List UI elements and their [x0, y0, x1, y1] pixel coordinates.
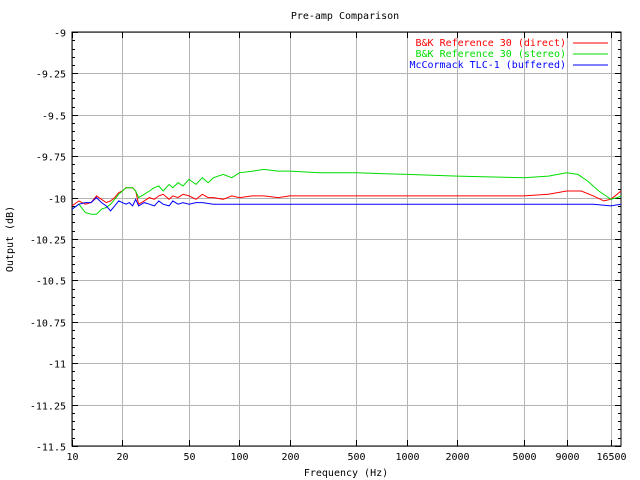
y-tick-label: -11.5 — [36, 443, 66, 454]
legend-entry-label: B&K Reference 30 (direct) — [415, 38, 566, 49]
series-line — [71, 168, 622, 215]
y-tick-label: -11.25 — [30, 402, 66, 413]
y-tick-label: -11 — [48, 360, 66, 371]
chart-title: Pre-amp Comparison — [291, 11, 399, 22]
y-axis-label: Output (dB) — [5, 206, 16, 272]
x-tick-label: 200 — [281, 452, 299, 463]
x-tick-label: 1000 — [395, 452, 419, 463]
series-line — [71, 196, 622, 212]
x-axis-ticks: 10 20 50 100 200 500 1000 2000 5000 9000 16500 — [66, 32, 627, 463]
x-tick-label: 2000 — [445, 452, 469, 463]
y-tick-label: -9.5 — [42, 112, 66, 123]
y-axis-ticks: -9 -9.25 -9.5 -9.75 -10 -10.25 -10.5 -10.75 -11 -… — [30, 29, 621, 454]
x-tick-label: 100 — [230, 452, 248, 463]
grid — [72, 32, 621, 447]
series-lines — [71, 168, 622, 215]
y-tick-label: -10.75 — [30, 319, 66, 330]
series-line — [71, 187, 622, 207]
x-tick-label: 16500 — [596, 452, 626, 463]
y-tick-label: -9.25 — [36, 70, 66, 81]
legend: B&K Reference 30 (direct)B&K Reference 3… — [409, 38, 608, 71]
x-tick-label: 20 — [116, 452, 128, 463]
y-tick-label: -10.5 — [36, 277, 66, 288]
x-tick-label: 50 — [183, 452, 195, 463]
x-tick-label: 9000 — [555, 452, 579, 463]
x-tick-label: 5000 — [512, 452, 536, 463]
y-tick-label: -9 — [54, 29, 66, 40]
x-axis-label: Frequency (Hz) — [304, 468, 388, 479]
legend-entry-label: B&K Reference 30 (stereo) — [415, 49, 566, 60]
x-tick-label: 500 — [347, 452, 365, 463]
y-tick-label: -10.25 — [30, 236, 66, 247]
y-tick-label: -9.75 — [36, 153, 66, 164]
x-tick-label: 10 — [66, 452, 78, 463]
legend-entry-label: McCormack TLC-1 (buffered) — [409, 60, 566, 71]
y-tick-label: -10 — [48, 195, 66, 206]
